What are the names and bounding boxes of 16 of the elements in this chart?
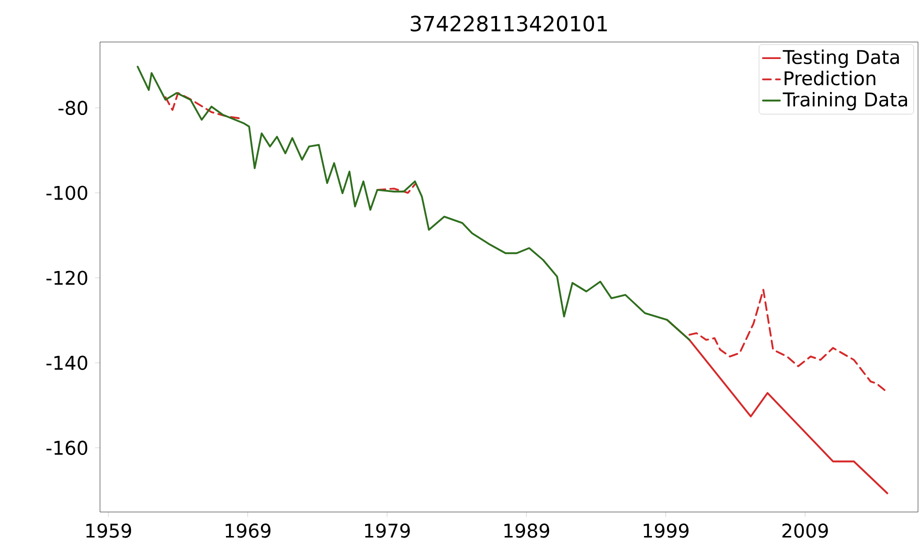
legend-label: Testing Data [782, 50, 899, 68]
x-tick-label: 2009 [782, 524, 828, 538]
legend-label: Prediction [784, 70, 876, 86]
y-tick-label: -120 [46, 270, 88, 286]
y-tick-label: -160 [46, 440, 88, 455]
line-series [136, 66, 690, 341]
x-tick-label: 1979 [365, 524, 410, 538]
y-tick-label: -100 [46, 186, 88, 200]
x-tick-label: 1989 [504, 524, 550, 538]
x-tick-label: 1969 [226, 524, 270, 538]
x-tick-label: 1999 [644, 524, 689, 538]
y-tick-label: -140 [46, 356, 88, 370]
legend-label: Training Data [782, 92, 908, 110]
chart-title: 374228113420101 [410, 16, 607, 32]
y-tick-label: -80 [58, 100, 88, 116]
x-tick-label: 1959 [86, 524, 132, 538]
